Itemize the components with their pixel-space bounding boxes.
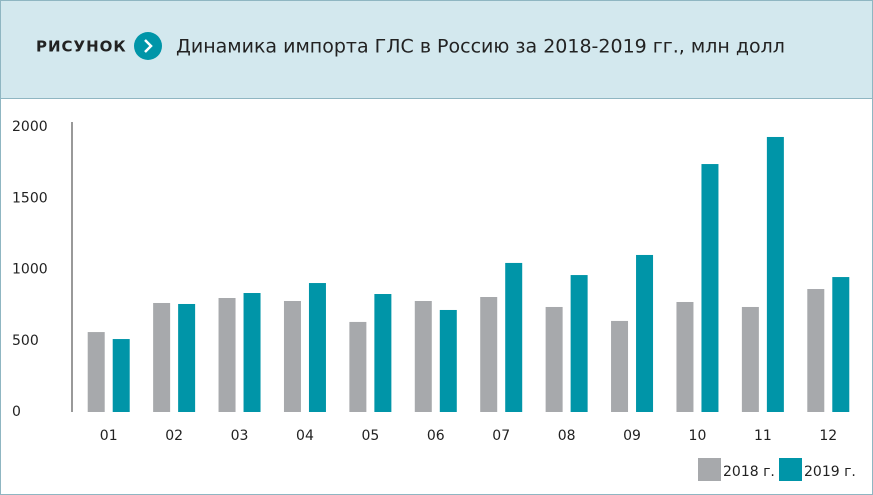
x-tick-label: 10 bbox=[689, 428, 707, 444]
bar bbox=[112, 339, 130, 412]
bar bbox=[374, 294, 392, 412]
bar bbox=[505, 262, 523, 412]
chart-title: Динамика импорта ГЛС в Россию за 2018-20… bbox=[176, 36, 785, 58]
bar bbox=[741, 306, 759, 412]
x-tick-label: 08 bbox=[558, 428, 576, 444]
y-tick-label: 500 bbox=[12, 333, 39, 349]
x-tick-label: 01 bbox=[100, 428, 118, 444]
bar bbox=[283, 300, 301, 412]
bar bbox=[218, 298, 236, 412]
bar bbox=[807, 289, 825, 412]
bar bbox=[545, 306, 563, 412]
bar bbox=[87, 332, 105, 412]
arrow-glyph bbox=[144, 39, 153, 53]
bar bbox=[439, 309, 457, 412]
y-tick-label: 1000 bbox=[12, 262, 48, 278]
x-tick-label: 04 bbox=[296, 428, 314, 444]
y-tick-label: 0 bbox=[12, 404, 21, 420]
y-tick-label: 2000 bbox=[12, 119, 48, 135]
bar bbox=[832, 277, 850, 412]
x-tick-label: 05 bbox=[361, 428, 379, 444]
figure-label: РИСУНОК bbox=[36, 38, 127, 56]
bar bbox=[611, 320, 629, 412]
bar bbox=[676, 301, 694, 412]
x-tick-label: 11 bbox=[754, 428, 772, 444]
x-tick-label: 09 bbox=[623, 428, 641, 444]
legend-label: 2019 г. bbox=[804, 464, 856, 480]
y-tick-label: 1500 bbox=[12, 190, 48, 206]
legend-swatch bbox=[779, 458, 802, 481]
bar bbox=[349, 321, 367, 412]
bar bbox=[414, 300, 432, 412]
x-tick-label: 12 bbox=[819, 428, 837, 444]
bar bbox=[178, 303, 196, 412]
x-tick-label: 07 bbox=[492, 428, 510, 444]
bar bbox=[243, 293, 261, 412]
bar bbox=[308, 283, 326, 412]
arrow-icon bbox=[134, 32, 162, 60]
bar bbox=[701, 164, 719, 412]
legend-label: 2018 г. bbox=[723, 464, 775, 480]
bar bbox=[480, 297, 498, 412]
legend-swatch bbox=[698, 458, 721, 481]
x-tick-label: 06 bbox=[427, 428, 445, 444]
x-tick-label: 02 bbox=[165, 428, 183, 444]
bar bbox=[766, 136, 784, 412]
bar bbox=[570, 275, 588, 412]
x-tick-label: 03 bbox=[231, 428, 249, 444]
bar bbox=[636, 254, 654, 412]
bar bbox=[153, 302, 171, 412]
